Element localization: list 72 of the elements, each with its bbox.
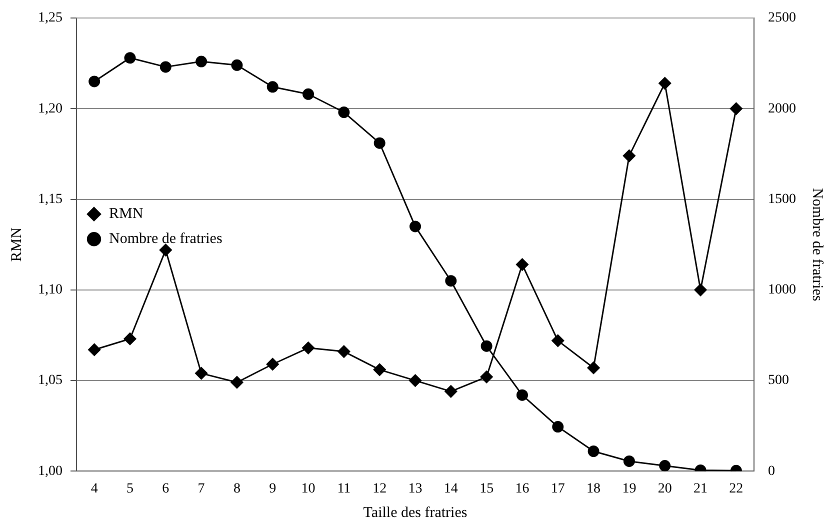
x-tick-label: 6: [162, 481, 170, 496]
point: [516, 389, 528, 401]
x-tick-label: 12: [372, 481, 387, 496]
point: [374, 137, 386, 149]
y2-tick-label: 2500: [768, 10, 796, 26]
point: [410, 220, 421, 232]
point: [587, 362, 600, 374]
point: [160, 61, 172, 73]
point: [552, 421, 564, 433]
point: [730, 102, 742, 115]
y-tick-label: 1,10: [38, 282, 62, 298]
point: [623, 455, 635, 467]
y2-tick-label: 500: [768, 373, 789, 388]
y-axis-title: RMN: [8, 227, 25, 262]
point: [124, 332, 136, 346]
point: [266, 81, 278, 93]
point: [88, 343, 101, 356]
x-tick-label: 19: [622, 481, 636, 496]
x-tick-label: 4: [90, 481, 98, 496]
y2-tick-label: 0: [768, 464, 775, 479]
point: [622, 150, 636, 162]
point: [480, 370, 493, 384]
point: [338, 345, 350, 358]
point: [409, 374, 422, 387]
x-tick-label: 10: [301, 481, 316, 496]
x-tick-label: 8: [233, 481, 240, 496]
y2-tick-label: 2000: [768, 101, 796, 116]
x-tick-label: 13: [408, 481, 422, 496]
y2-tick-label: 1000: [768, 282, 796, 298]
point: [373, 363, 386, 376]
x-axis-title: Taille des fratries: [363, 504, 468, 521]
point: [230, 376, 244, 389]
x-tick-label: 18: [586, 481, 601, 496]
x-tick-label: 22: [729, 481, 744, 496]
x-tick-label: 5: [126, 481, 134, 496]
point: [516, 258, 528, 271]
point: [694, 284, 707, 296]
point: [231, 59, 243, 71]
y-tick-label: 1,15: [38, 192, 62, 207]
point: [124, 52, 136, 64]
x-tick-label: 11: [337, 481, 351, 496]
x-tick-label: 21: [694, 481, 708, 496]
point: [159, 244, 172, 256]
y-tick-label: 1,00: [38, 464, 62, 479]
point: [480, 340, 492, 352]
x-tick-label: 17: [550, 481, 565, 496]
x-tick-label: 20: [658, 481, 672, 496]
point: [552, 334, 564, 347]
point: [196, 56, 208, 68]
y2-axis-title: Nombre de fratries: [809, 188, 826, 302]
x-tick-label: 15: [480, 481, 494, 496]
point: [444, 385, 458, 398]
point: [658, 77, 672, 90]
y2-tick-label: 1500: [768, 192, 796, 207]
point: [338, 106, 350, 118]
y-tick-label: 1,20: [38, 101, 62, 116]
x-tick-label: 7: [198, 481, 205, 496]
point: [588, 446, 600, 458]
point: [195, 367, 208, 380]
x-tick-label: 14: [444, 481, 458, 496]
point: [445, 275, 457, 287]
y-tick-label: 1,25: [38, 10, 62, 26]
point: [302, 342, 315, 354]
point: [266, 358, 279, 370]
point: [302, 88, 314, 100]
y-tick-label: 1,05: [38, 373, 62, 388]
legend-label: Nombre de fratries: [109, 231, 222, 248]
point: [88, 76, 100, 88]
x-tick-label: 16: [515, 481, 530, 496]
x-tick-label: 9: [269, 481, 276, 496]
legend-label: RMN: [109, 206, 144, 222]
point: [659, 460, 671, 472]
